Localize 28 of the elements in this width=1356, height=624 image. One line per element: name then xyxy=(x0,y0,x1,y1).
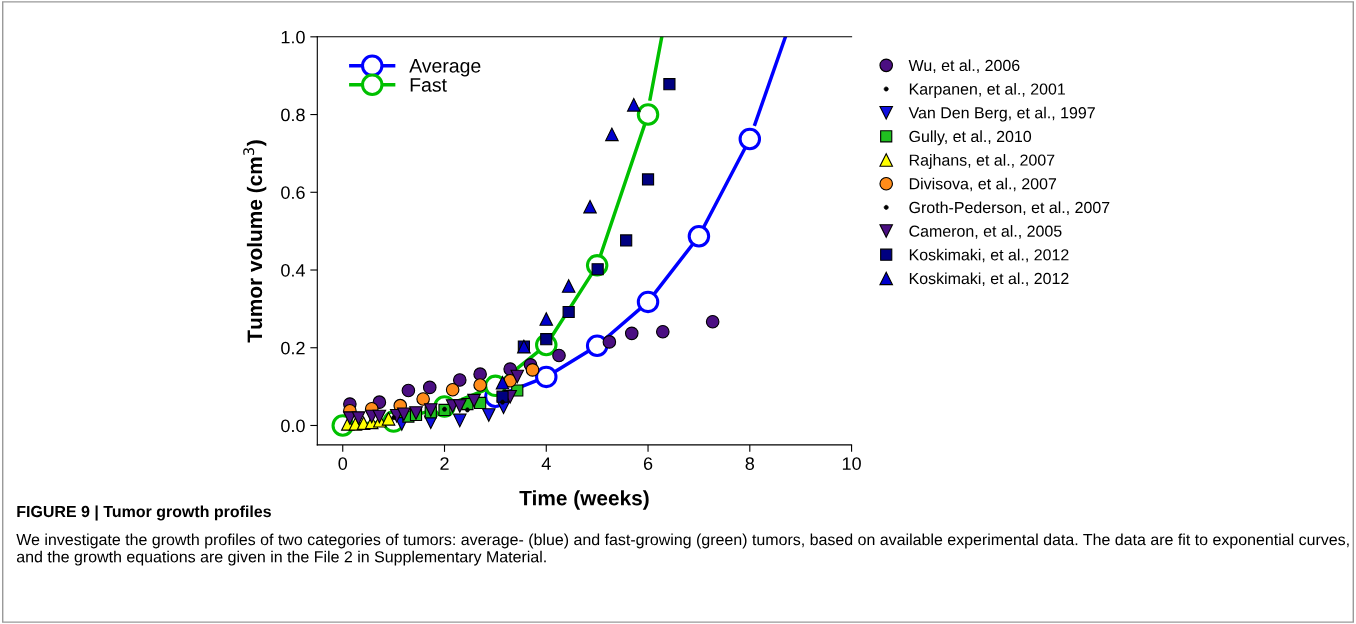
y-axis-title: Tumor volume (cm$^{3}$) xyxy=(243,140,267,343)
y-tick-label: 0.2 xyxy=(281,341,305,355)
x-axis-title: Time (weeks) xyxy=(519,490,649,510)
x-tick-label: 10 xyxy=(842,457,861,470)
y-tick-label: 0.6 xyxy=(281,186,305,199)
legend-label: Divisova, et al., 2007 xyxy=(909,177,1057,192)
legend-label: Groth-Pederson, et al., 2007 xyxy=(909,201,1110,216)
caption: FIGURE 9 | Tumor growth profiles xyxy=(17,505,271,521)
y-tick-label: 1.0 xyxy=(281,30,305,44)
legend-label: Fast xyxy=(410,78,447,92)
x-tick-label: 4 xyxy=(541,457,551,470)
x-tick-label: 2 xyxy=(440,457,449,470)
y-tick-label: 0.8 xyxy=(281,108,305,122)
legend-label: Van Den Berg, et al., 1997 xyxy=(908,106,1095,122)
legend-label: Koskimaki, et al., 2012 xyxy=(909,272,1069,287)
legend-label: Gully, et al., 2010 xyxy=(909,130,1032,146)
y-tick-label: 0.4 xyxy=(281,263,305,277)
x-tick-label: 6 xyxy=(643,457,653,470)
y-tick-label: 0.0 xyxy=(281,419,305,433)
legend-label: Koskimaki, et al., 2012 xyxy=(909,248,1069,263)
text: We investigate the growth profiles of two categories of tumors: average- (blue) and fast-growing (green) tumors, based on available experimental data. The data are fit to exponential curves, and the growth equations are given in the File 2 in Supplementary Material. xyxy=(16,533,1349,566)
legend-label: Average xyxy=(409,59,481,77)
legend-label: Wu, et al., 2006 xyxy=(908,59,1020,73)
legend-label: Karpanen, et al., 2001 xyxy=(909,83,1065,98)
x-tick-label: 8 xyxy=(745,457,755,470)
legend-label: Cameron, et al., 2005 xyxy=(909,225,1062,239)
x-tick-label: 0 xyxy=(338,457,348,470)
legend-label: Rajhans, et al., 2007 xyxy=(909,154,1055,169)
